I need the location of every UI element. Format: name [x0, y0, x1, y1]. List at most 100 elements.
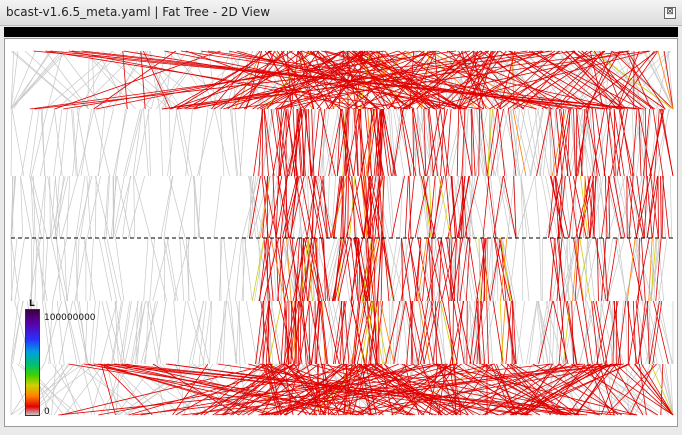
link-line — [368, 50, 623, 110]
link-line — [167, 363, 533, 416]
link-line — [556, 108, 570, 177]
link-line — [290, 300, 303, 365]
link-line — [427, 108, 431, 177]
link-line — [406, 363, 448, 416]
link-line — [580, 108, 586, 177]
link-line — [50, 175, 66, 239]
link-line — [564, 237, 576, 302]
link-line — [392, 237, 410, 302]
link-line — [275, 175, 280, 239]
link-line — [218, 237, 223, 302]
link-line — [505, 300, 512, 365]
link-line — [604, 175, 608, 239]
link-line — [604, 300, 619, 365]
link-line — [365, 108, 376, 177]
link-line — [568, 175, 579, 239]
link-line — [213, 175, 222, 239]
link-line — [528, 50, 642, 110]
link-line — [292, 237, 308, 302]
link-line — [452, 300, 454, 365]
link-line — [10, 50, 15, 110]
link-line — [551, 300, 556, 365]
link-line — [298, 50, 353, 110]
link-line — [193, 50, 271, 110]
link-line — [256, 108, 275, 177]
link-line — [484, 175, 495, 239]
link-line — [80, 175, 91, 239]
link-line — [493, 237, 505, 302]
link-line — [512, 300, 517, 365]
link-line — [606, 108, 615, 177]
link-line — [549, 175, 565, 239]
link-line — [263, 237, 275, 302]
link-line — [591, 108, 605, 177]
link-line — [24, 50, 90, 110]
link-line — [603, 237, 614, 302]
link-line — [66, 175, 71, 239]
link-line — [499, 300, 504, 365]
link-line — [198, 108, 209, 177]
link-line — [440, 237, 454, 302]
link-line — [95, 50, 385, 110]
link-line — [302, 237, 308, 302]
link-line — [556, 108, 565, 177]
link-line — [79, 50, 139, 110]
link-line — [43, 175, 46, 239]
link-line — [555, 108, 563, 177]
link-line — [635, 175, 651, 239]
link-line — [340, 108, 349, 177]
link-line — [574, 237, 584, 302]
link-line — [538, 300, 551, 365]
link-line — [332, 300, 348, 365]
link-line — [457, 300, 472, 365]
link-line — [417, 237, 431, 302]
link-line — [355, 237, 359, 302]
link-line — [72, 108, 80, 177]
link-line — [86, 175, 92, 239]
link-line — [650, 363, 674, 416]
link-line — [427, 237, 443, 302]
link-line — [597, 300, 602, 365]
link-line — [453, 300, 465, 365]
link-line — [131, 300, 146, 365]
link-line — [492, 108, 507, 177]
fat-tree-view[interactable]: L 100000000 0 — [4, 38, 678, 427]
link-line — [422, 363, 457, 416]
close-button[interactable]: ⊠ — [664, 7, 676, 19]
link-line — [242, 237, 244, 302]
link-line — [125, 363, 182, 416]
link-line — [371, 300, 384, 365]
link-line — [339, 300, 345, 365]
link-line — [571, 363, 659, 416]
link-line — [321, 50, 537, 110]
link-line — [308, 237, 319, 302]
link-line — [44, 50, 113, 110]
link-line — [387, 50, 435, 110]
link-line — [42, 237, 44, 302]
link-line — [391, 175, 405, 239]
link-line — [489, 237, 502, 302]
link-line — [365, 237, 374, 302]
link-line — [71, 108, 77, 177]
link-line — [505, 300, 516, 365]
link-line — [637, 300, 646, 365]
link-line — [113, 108, 128, 177]
link-line — [595, 108, 606, 177]
link-line — [644, 108, 648, 177]
link-line — [310, 108, 316, 177]
link-line — [333, 175, 342, 239]
link-line — [327, 300, 334, 365]
link-line — [428, 175, 436, 239]
link-line — [595, 300, 608, 365]
link-line — [307, 237, 315, 302]
link-line — [375, 108, 381, 177]
link-line — [603, 108, 611, 177]
link-line — [278, 108, 287, 177]
link-line — [612, 300, 615, 365]
link-line — [263, 50, 373, 110]
link-line — [470, 108, 476, 177]
fat-tree-graph — [10, 50, 674, 416]
link-line — [607, 300, 624, 365]
link-line — [536, 300, 545, 365]
link-line — [281, 175, 298, 239]
